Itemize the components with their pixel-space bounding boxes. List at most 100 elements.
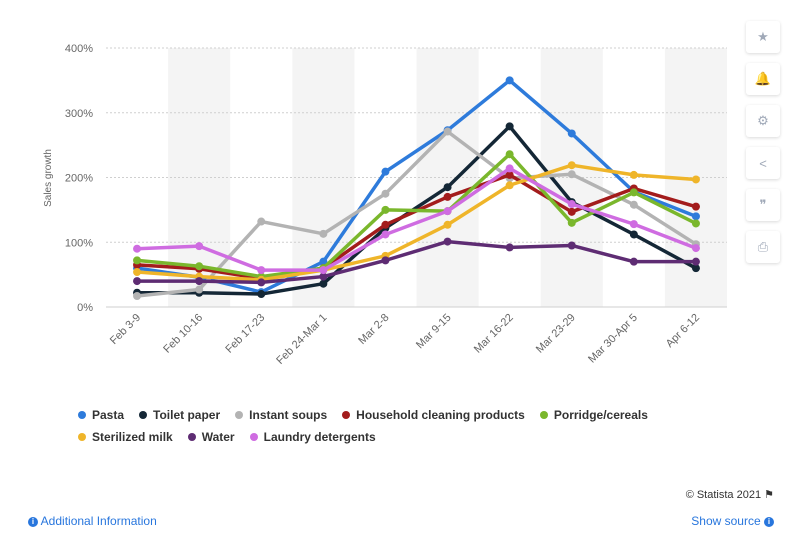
x-tick-label: Mar 2-8 [356, 312, 391, 347]
data-point[interactable] [691, 257, 700, 266]
legend-item[interactable]: Sterilized milk [78, 430, 173, 444]
bell-icon: 🔔 [754, 71, 772, 86]
data-point[interactable] [629, 170, 638, 179]
y-axis-title: Sales growth [43, 149, 54, 207]
data-point[interactable] [319, 272, 328, 281]
legend-label: Toilet paper [153, 408, 221, 422]
y-tick-label: 400% [65, 43, 93, 55]
additional-information-link[interactable]: i Additional Information [28, 514, 157, 528]
data-point[interactable] [195, 285, 204, 294]
data-point[interactable] [629, 200, 638, 209]
y-tick-label: 100% [65, 237, 93, 249]
data-point[interactable] [567, 200, 576, 209]
data-point[interactable] [257, 217, 266, 226]
data-point[interactable] [133, 244, 142, 253]
series-line [135, 124, 698, 296]
data-point[interactable] [629, 230, 638, 239]
gridlines [106, 47, 727, 308]
data-point[interactable] [443, 183, 452, 192]
data-point[interactable] [133, 256, 142, 265]
data-point[interactable] [443, 127, 452, 136]
series-line [135, 239, 698, 285]
data-point[interactable] [257, 278, 266, 287]
series-porridge-cereals [133, 150, 700, 281]
data-point[interactable] [567, 218, 576, 227]
star-button[interactable]: ★ [746, 21, 780, 53]
x-tick-label: Feb 24-Mar 1 [274, 312, 329, 367]
legend-marker [139, 411, 148, 419]
legend-item[interactable]: Household cleaning products [342, 408, 525, 422]
data-point[interactable] [443, 220, 452, 229]
data-point[interactable] [567, 129, 576, 138]
data-point[interactable] [381, 167, 390, 176]
data-point[interactable] [381, 230, 390, 239]
data-point[interactable] [381, 189, 390, 198]
data-point[interactable] [691, 219, 700, 228]
print-button[interactable]: ⎙ [746, 231, 780, 263]
data-point[interactable] [629, 257, 638, 266]
bell-button[interactable]: 🔔 [746, 63, 780, 95]
data-point[interactable] [195, 277, 204, 286]
show-source-label: Show source [691, 514, 761, 528]
data-point[interactable] [133, 277, 142, 286]
data-point[interactable] [381, 205, 390, 214]
data-point[interactable] [691, 244, 700, 253]
share-button[interactable]: < [746, 147, 780, 179]
gear-button[interactable]: ⚙ [746, 105, 780, 137]
data-point[interactable] [319, 257, 328, 266]
data-point[interactable] [195, 262, 204, 271]
data-point[interactable] [567, 161, 576, 170]
data-point[interactable] [505, 150, 514, 159]
x-tick-label: Mar 16-22 [472, 312, 516, 356]
data-point[interactable] [505, 164, 514, 173]
data-point[interactable] [691, 202, 700, 211]
data-point[interactable] [381, 256, 390, 265]
data-point[interactable] [443, 192, 452, 201]
x-tick-label: Feb 3-9 [108, 312, 143, 347]
data-point[interactable] [381, 220, 390, 229]
x-tick-label: Feb 10-16 [161, 312, 205, 356]
x-tick-label: Mar 30-Apr 5 [586, 312, 640, 366]
data-point[interactable] [319, 279, 328, 288]
data-point[interactable] [195, 242, 204, 251]
legend-item[interactable]: Toilet paper [139, 408, 220, 422]
data-point[interactable] [133, 268, 142, 277]
y-tick-label: 0% [77, 302, 93, 314]
data-point[interactable] [505, 122, 514, 131]
data-point[interactable] [443, 207, 452, 216]
data-point[interactable] [443, 237, 452, 246]
data-point[interactable] [567, 207, 576, 216]
quote-button[interactable]: ❞ [746, 189, 780, 221]
data-point[interactable] [629, 220, 638, 229]
legend-label: Laundry detergents [263, 430, 376, 444]
data-point[interactable] [691, 212, 700, 221]
data-point[interactable] [505, 243, 514, 252]
data-point[interactable] [133, 291, 142, 300]
legend-marker [187, 433, 196, 441]
legend-item[interactable]: Water [187, 430, 235, 444]
data-point[interactable] [567, 170, 576, 179]
legend-item[interactable]: Pasta [78, 408, 124, 422]
show-source-link[interactable]: Show source i [691, 514, 774, 528]
legend-label: Water [201, 430, 235, 444]
legend-marker [539, 411, 548, 419]
y-tick-label: 200% [65, 173, 93, 185]
data-point[interactable] [691, 264, 700, 273]
data-point[interactable] [319, 266, 328, 275]
legend-label: Instant soups [249, 408, 328, 422]
data-point[interactable] [629, 188, 638, 197]
data-point[interactable] [257, 266, 266, 275]
data-point[interactable] [257, 290, 266, 299]
share-icon: < [759, 155, 767, 171]
data-point[interactable] [505, 170, 514, 179]
legend-item[interactable]: Porridge/cereals [539, 408, 648, 422]
legend-item[interactable]: Laundry detergents [249, 430, 376, 444]
data-point[interactable] [691, 175, 700, 184]
legend-label: Porridge/cereals [553, 408, 648, 422]
quote-icon: ❞ [759, 197, 767, 212]
data-point[interactable] [505, 76, 514, 85]
data-point[interactable] [319, 229, 328, 238]
data-point[interactable] [567, 241, 576, 250]
data-point[interactable] [505, 181, 514, 190]
legend-item[interactable]: Instant soups [235, 408, 327, 422]
